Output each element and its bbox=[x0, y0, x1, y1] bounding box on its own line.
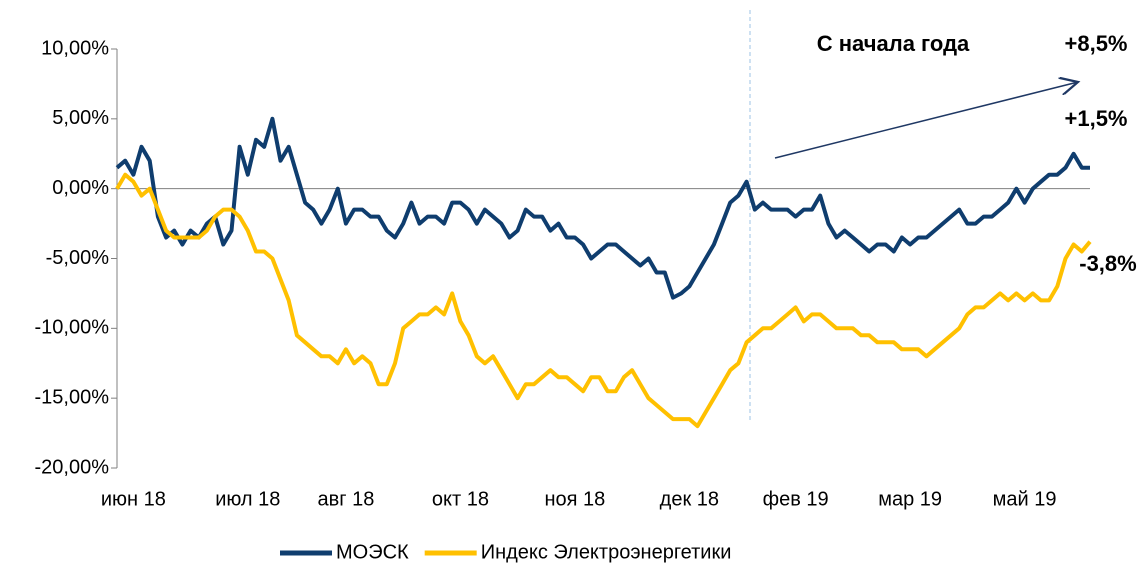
legend-label: МОЭСК bbox=[336, 541, 409, 563]
x-tick-label: окт 18 bbox=[432, 488, 489, 510]
x-tick-label: июн 18 bbox=[101, 488, 166, 510]
y-tick-label: -5,00% bbox=[46, 247, 110, 269]
x-tick-label: дек 18 bbox=[660, 488, 719, 510]
series-line bbox=[115, 116, 1090, 300]
x-tick-label: май 19 bbox=[993, 488, 1057, 510]
y-tick-label: -15,00% bbox=[35, 386, 110, 408]
annotation: С начала года bbox=[817, 31, 970, 56]
x-tick-label: июл 18 bbox=[215, 488, 280, 510]
y-tick-label: 0,00% bbox=[52, 177, 109, 199]
annotation: +8,5% bbox=[1065, 31, 1128, 56]
trend-arrow bbox=[774, 82, 1078, 159]
x-tick-label: ноя 18 bbox=[544, 488, 605, 510]
x-tick-label: фев 19 bbox=[763, 488, 829, 510]
x-tick-label: авг 18 bbox=[318, 488, 375, 510]
y-tick-label: -10,00% bbox=[35, 317, 110, 339]
y-tick-label: 10,00% bbox=[41, 37, 109, 59]
annotation: -3,8% bbox=[1079, 251, 1136, 276]
y-tick-label: -20,00% bbox=[35, 456, 110, 478]
x-tick-label: мар 19 bbox=[878, 488, 942, 510]
series-line bbox=[115, 172, 1092, 429]
y-tick-label: 5,00% bbox=[52, 107, 109, 129]
annotation: +1,5% bbox=[1065, 106, 1128, 131]
legend-label: Индекс Электроэнергетики bbox=[481, 541, 732, 563]
